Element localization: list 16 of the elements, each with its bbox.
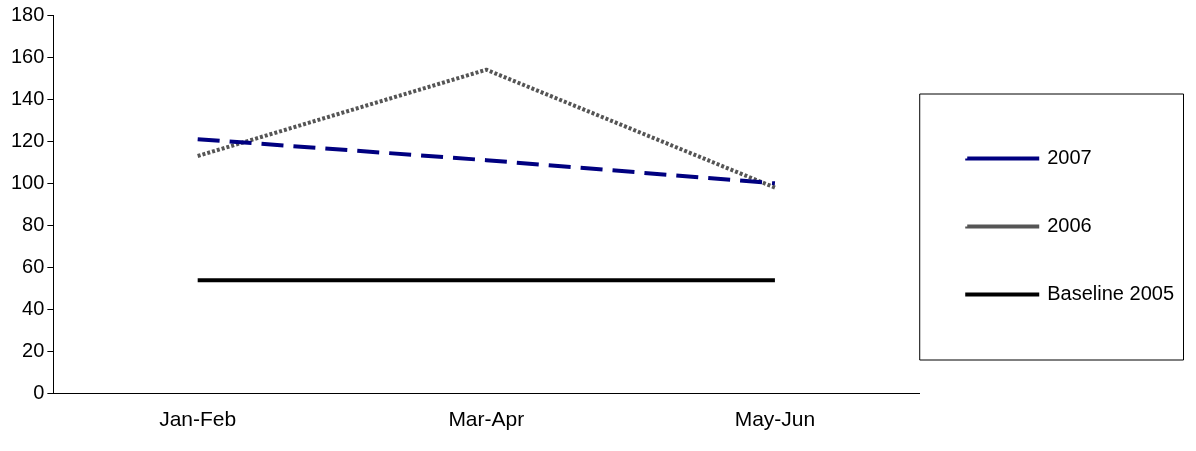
y-tick-label: 80 [22,212,45,235]
y-tick-label: 60 [22,255,45,278]
y-tick-label: 140 [10,86,45,109]
legend-label: 2006 [1047,214,1092,237]
y-tick-label: 40 [22,297,45,320]
legend-label: 2007 [1047,146,1092,169]
y-tick-label: 20 [22,339,45,362]
y-tick-label: 120 [10,128,45,151]
y-tick-label: 100 [10,170,45,193]
x-tick-label: Mar-Apr [448,407,525,431]
legend-label: Baseline 2005 [1047,282,1175,305]
x-tick-label: Jan-Feb [159,407,237,431]
y-tick-label: 0 [33,381,45,404]
y-tick-label: 180 [10,2,45,25]
y-tick-label: 160 [10,44,45,67]
x-tick-label: May-Jun [734,407,816,431]
